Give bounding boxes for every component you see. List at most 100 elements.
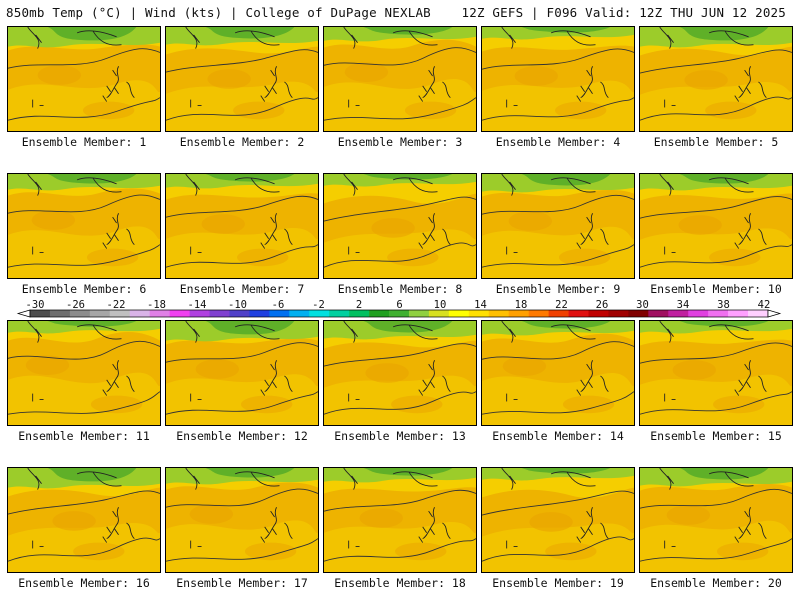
ensemble-member-map xyxy=(481,26,635,132)
colorbar-swatch xyxy=(428,310,450,317)
ensemble-member-map xyxy=(639,467,793,573)
colorbar-swatch xyxy=(548,310,569,317)
colorbar-swatch xyxy=(369,310,390,317)
ensemble-member-caption: Ensemble Member: 14 xyxy=(492,429,624,443)
colorbar-swatch xyxy=(668,310,689,317)
colorbar-swatch xyxy=(49,310,71,317)
ensemble-member-caption: Ensemble Member: 5 xyxy=(653,135,779,149)
colorbar-tick-label: -2 xyxy=(312,300,325,311)
colorbar-tick-label: 14 xyxy=(474,300,487,311)
colorbar-swatch xyxy=(289,310,310,317)
ensemble-member-caption: Ensemble Member: 11 xyxy=(18,429,150,443)
colorbar-swatch xyxy=(488,310,510,317)
ensemble-member-caption: Ensemble Member: 4 xyxy=(495,135,621,149)
colorbar-swatch xyxy=(89,310,111,317)
ensemble-member-caption: Ensemble Member: 8 xyxy=(337,282,463,296)
colorbar-swatch xyxy=(149,310,170,317)
colorbar-swatch xyxy=(169,310,190,317)
ensemble-member-map xyxy=(7,173,161,279)
colorbar-tick-label: -6 xyxy=(272,300,285,311)
colorbar-swatch xyxy=(408,310,430,317)
colorbar-swatch xyxy=(688,310,709,317)
ensemble-member-map xyxy=(165,26,319,132)
colorbar-swatch xyxy=(508,310,529,317)
ensemble-member-caption: Ensemble Member: 17 xyxy=(176,576,308,590)
colorbar-swatch xyxy=(109,310,131,317)
colorbar-tick-label: -22 xyxy=(107,300,126,311)
colorbar-swatch xyxy=(708,310,729,317)
ensemble-member-map xyxy=(323,173,477,279)
ensemble-member-caption: Ensemble Member: 12 xyxy=(176,429,308,443)
colorbar-swatch xyxy=(309,310,330,317)
colorbar-swatch xyxy=(728,310,749,317)
colorbar-swatch xyxy=(229,310,250,317)
ensemble-member-map xyxy=(7,467,161,573)
colorbar-swatch xyxy=(389,310,410,317)
colorbar-tick-label: -26 xyxy=(66,300,85,311)
ensemble-member-caption: Ensemble Member: 13 xyxy=(334,429,466,443)
ensemble-member-map xyxy=(639,173,793,279)
chart-title-left: 850mb Temp (°C) | Wind (kts) | College o… xyxy=(6,5,431,20)
ensemble-member-map xyxy=(165,467,319,573)
colorbar-tick-label: 2 xyxy=(356,300,362,311)
ensemble-member-caption: Ensemble Member: 19 xyxy=(492,576,624,590)
ensemble-member-map xyxy=(639,320,793,426)
ensemble-member-map xyxy=(481,467,635,573)
ensemble-member-caption: Ensemble Member: 10 xyxy=(650,282,782,296)
colorbar-swatch xyxy=(568,310,589,317)
colorbar-max-arrow xyxy=(767,309,782,318)
colorbar-min-arrow xyxy=(16,309,31,318)
colorbar-tick-label: -30 xyxy=(26,300,45,311)
colorbar-swatch xyxy=(448,310,470,317)
ensemble-member-caption: Ensemble Member: 7 xyxy=(179,282,305,296)
ensemble-member-caption: Ensemble Member: 6 xyxy=(21,282,147,296)
colorbar-swatch xyxy=(249,310,270,317)
ensemble-member-map xyxy=(323,467,477,573)
ensemble-member-caption: Ensemble Member: 2 xyxy=(179,135,305,149)
colorbar-swatch xyxy=(648,310,669,317)
colorbar-swatch xyxy=(608,310,629,317)
colorbar-tick-label: 10 xyxy=(434,300,447,311)
colorbar-swatch xyxy=(209,310,230,317)
colorbar-swatch xyxy=(329,310,350,317)
colorbar-swatch xyxy=(528,310,549,317)
colorbar-swatch xyxy=(628,310,649,317)
colorbar-tick-label: -14 xyxy=(188,300,207,311)
colorbar-swatch xyxy=(129,310,150,317)
chart-title-right: 12Z GEFS | F096 Valid: 12Z THU JUN 12 20… xyxy=(461,5,786,20)
ensemble-member-map xyxy=(481,173,635,279)
colorbar-swatch xyxy=(588,310,609,317)
colorbar-tick-label: 22 xyxy=(555,300,568,311)
ensemble-member-map xyxy=(165,173,319,279)
ensemble-member-map xyxy=(165,320,319,426)
ensemble-member-map xyxy=(481,320,635,426)
ensemble-member-caption: Ensemble Member: 16 xyxy=(18,576,150,590)
colorbar-tick-label: 6 xyxy=(396,300,402,311)
ensemble-member-caption: Ensemble Member: 20 xyxy=(650,576,782,590)
ensemble-member-map xyxy=(7,26,161,132)
colorbar-tick-label: 42 xyxy=(758,300,771,311)
ensemble-member-caption: Ensemble Member: 15 xyxy=(650,429,782,443)
ensemble-member-map xyxy=(323,320,477,426)
temperature-colorbar: -30 -26 -22 -18 -14 -10 -6 -2 2 6 10 14 18 22 26 30 34 38… xyxy=(16,300,782,318)
colorbar-tick-label: 30 xyxy=(636,300,649,311)
colorbar-swatch xyxy=(468,310,490,317)
ensemble-member-map xyxy=(7,320,161,426)
ensemble-member-caption: Ensemble Member: 3 xyxy=(337,135,463,149)
colorbar-tick-label: 26 xyxy=(596,300,609,311)
colorbar-tick-label: 18 xyxy=(515,300,528,311)
colorbar-tick-label: -10 xyxy=(228,300,247,311)
colorbar-swatch xyxy=(269,310,290,317)
colorbar-tick-label: 38 xyxy=(717,300,730,311)
ensemble-member-caption: Ensemble Member: 9 xyxy=(495,282,621,296)
colorbar-swatch xyxy=(189,310,210,317)
ensemble-member-map xyxy=(323,26,477,132)
colorbar-tick-label: -18 xyxy=(147,300,166,311)
colorbar-swatch xyxy=(748,310,769,317)
ensemble-member-caption: Ensemble Member: 1 xyxy=(21,135,147,149)
colorbar-swatch xyxy=(349,310,370,317)
ensemble-member-caption: Ensemble Member: 18 xyxy=(334,576,466,590)
colorbar-swatch xyxy=(30,310,51,317)
ensemble-member-map xyxy=(639,26,793,132)
colorbar-swatch xyxy=(69,310,91,317)
